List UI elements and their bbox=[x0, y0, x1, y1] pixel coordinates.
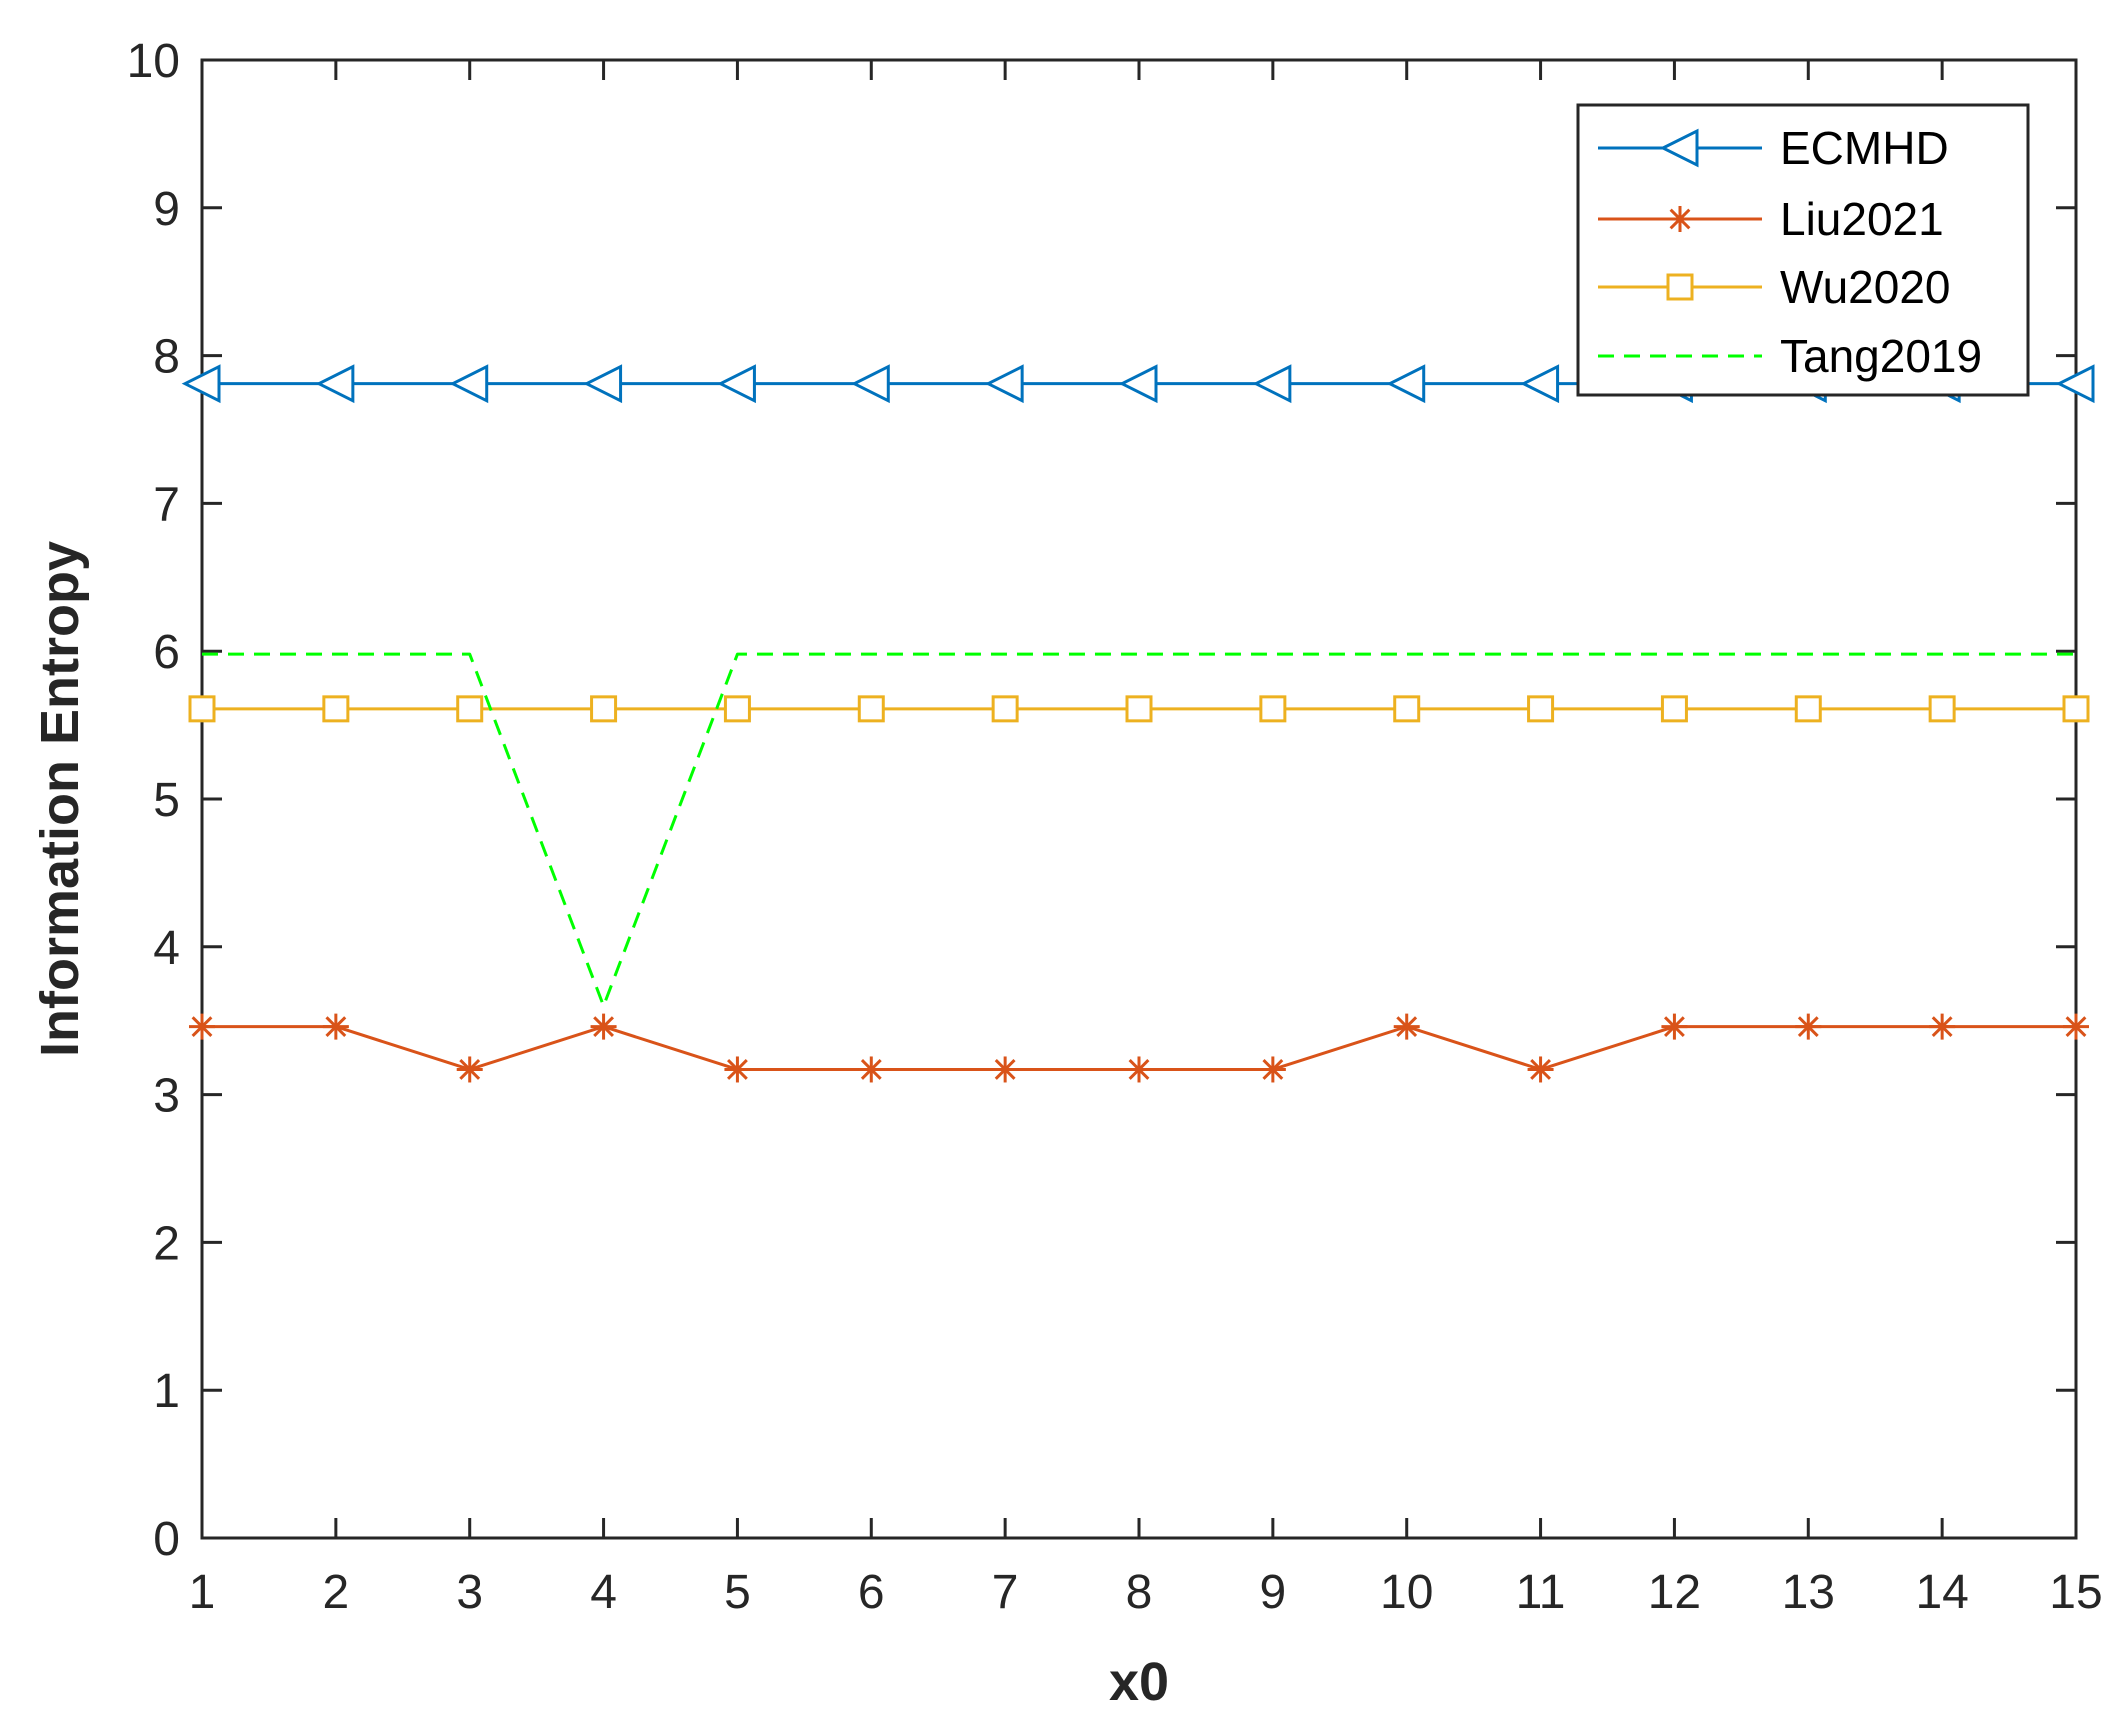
series-tang2019 bbox=[202, 652, 2076, 1008]
series-line bbox=[202, 652, 2076, 1008]
x-tick-label: 8 bbox=[1126, 1566, 1153, 1619]
legend-box bbox=[1576, 103, 2030, 397]
legend-label: ECMHD bbox=[1780, 122, 1949, 174]
data-point bbox=[2055, 364, 2095, 404]
data-point bbox=[456, 1056, 483, 1083]
data-point bbox=[181, 364, 221, 404]
y-tick-label: 0 bbox=[153, 1513, 180, 1566]
legend-label: Liu2021 bbox=[1780, 193, 1944, 245]
legend-item-ecmhd: ECMHD bbox=[1598, 122, 1949, 174]
data-point bbox=[590, 1013, 617, 1040]
data-point bbox=[322, 1013, 349, 1040]
legend-item-wu2020: Wu2020 bbox=[1598, 261, 1951, 313]
x-tick-label: 10 bbox=[1380, 1566, 1433, 1619]
data-point bbox=[984, 364, 1024, 404]
data-point bbox=[1527, 695, 1555, 723]
data-point bbox=[1118, 364, 1158, 404]
legend-marker bbox=[1666, 273, 1694, 301]
x-tick-label: 13 bbox=[1782, 1566, 1835, 1619]
data-point bbox=[1660, 695, 1688, 723]
data-point bbox=[1125, 695, 1153, 723]
y-tick-label: 5 bbox=[153, 774, 180, 827]
x-tick-label: 15 bbox=[2049, 1566, 2102, 1619]
x-tick-label: 5 bbox=[724, 1566, 751, 1619]
x-tick-label: 12 bbox=[1648, 1566, 1701, 1619]
data-point bbox=[724, 1056, 751, 1083]
data-point bbox=[850, 364, 890, 404]
series-liu2021 bbox=[189, 1013, 2089, 1083]
data-point bbox=[1252, 364, 1292, 404]
data-point bbox=[456, 695, 484, 723]
x-tick-label: 3 bbox=[456, 1566, 483, 1619]
y-tick-label: 8 bbox=[153, 331, 180, 384]
x-tick-label: 11 bbox=[1516, 1566, 1566, 1619]
legend-item-tang2019: Tang2019 bbox=[1598, 330, 1982, 382]
y-tick-label: 3 bbox=[153, 1070, 180, 1123]
data-point bbox=[1259, 1056, 1286, 1083]
legend: ECMHD Liu2021 Wu2020 Tang2019 bbox=[1576, 103, 2030, 397]
data-point bbox=[1126, 1056, 1152, 1083]
data-point bbox=[1795, 1013, 1822, 1040]
data-point bbox=[1794, 695, 1822, 723]
series-layer bbox=[181, 364, 2095, 1083]
y-tick-label: 7 bbox=[153, 478, 180, 531]
data-point bbox=[1393, 695, 1421, 723]
data-point bbox=[1929, 1013, 1956, 1040]
data-point bbox=[1259, 695, 1287, 723]
y-tick-label: 9 bbox=[153, 183, 180, 236]
y-axis-label: Information Entropy bbox=[30, 541, 90, 1057]
x-axis-label: x0 bbox=[1109, 1652, 1169, 1712]
y-tick-label: 10 bbox=[127, 35, 180, 88]
series-wu2020 bbox=[188, 695, 2090, 723]
data-point bbox=[992, 1056, 1019, 1083]
y-tick-label: 6 bbox=[153, 626, 180, 679]
x-tick-label: 6 bbox=[858, 1566, 885, 1619]
data-point bbox=[1661, 1013, 1688, 1040]
data-point bbox=[1520, 364, 1560, 404]
x-tick-label: 1 bbox=[189, 1566, 216, 1619]
x-tick-label: 14 bbox=[1915, 1566, 1968, 1619]
data-point bbox=[315, 364, 355, 404]
data-point bbox=[717, 364, 756, 404]
x-tick-label: 7 bbox=[992, 1566, 1019, 1619]
data-point bbox=[857, 695, 885, 723]
x-tick-label: 9 bbox=[1260, 1566, 1287, 1619]
data-point bbox=[2063, 1013, 2089, 1040]
data-point bbox=[322, 695, 350, 723]
y-tick-label: 4 bbox=[153, 922, 180, 975]
legend-item-liu2021: Liu2021 bbox=[1598, 193, 1944, 245]
data-point bbox=[188, 695, 216, 723]
legend-label: Tang2019 bbox=[1780, 330, 1982, 382]
data-point bbox=[583, 364, 623, 404]
legend-label: Wu2020 bbox=[1780, 261, 1951, 313]
data-point bbox=[449, 364, 489, 404]
data-point bbox=[723, 695, 751, 723]
data-point bbox=[991, 695, 1019, 723]
data-point bbox=[189, 1013, 215, 1040]
x-tick-label: 4 bbox=[590, 1566, 617, 1619]
y-tick-label: 1 bbox=[153, 1365, 180, 1418]
legend-marker bbox=[1659, 128, 1699, 168]
data-point bbox=[2062, 695, 2090, 723]
x-tick-label: 2 bbox=[323, 1566, 350, 1619]
data-point bbox=[1928, 695, 1956, 723]
data-point bbox=[590, 695, 618, 723]
data-point bbox=[1386, 364, 1426, 404]
legend-marker bbox=[1667, 206, 1693, 232]
y-tick-label: 2 bbox=[153, 1217, 180, 1270]
data-point bbox=[1527, 1056, 1554, 1083]
data-point bbox=[1393, 1013, 1420, 1040]
data-point bbox=[858, 1056, 885, 1083]
